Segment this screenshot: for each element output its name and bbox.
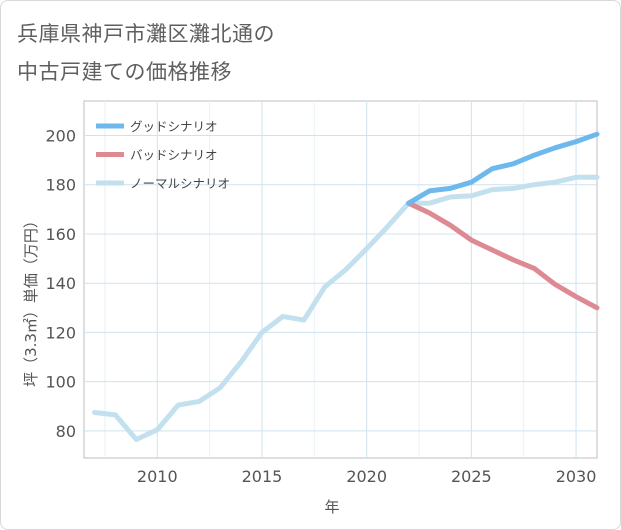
y-axis-label: 坪（3.3㎡）単価（万円） bbox=[22, 213, 40, 387]
x-tick-labels: 2010 2015 2020 2025 2030 bbox=[137, 467, 596, 486]
y-tick-label: 120 bbox=[45, 323, 76, 342]
y-gridlines bbox=[84, 134, 597, 432]
y-tick-labels: 80 100 120 140 160 180 200 bbox=[45, 126, 76, 440]
y-tick-label: 140 bbox=[45, 274, 76, 293]
x-axis-label: 年 bbox=[324, 498, 339, 516]
y-tick-label: 160 bbox=[45, 225, 76, 244]
chart-title: 兵庫県神戸市灘区灘北通の 中古戸建ての価格推移 bbox=[17, 22, 275, 84]
x-tick-label: 2030 bbox=[556, 467, 597, 486]
x-tick-label: 2015 bbox=[242, 467, 283, 486]
plot-area bbox=[83, 100, 598, 459]
y-tick-label: 180 bbox=[45, 176, 76, 195]
x-tick-label: 2020 bbox=[346, 467, 387, 486]
x-tick-label: 2010 bbox=[137, 467, 178, 486]
series-line bbox=[406, 131, 600, 206]
series-layer bbox=[92, 131, 600, 442]
legend-label: グッドシナリオ bbox=[130, 119, 218, 134]
legend-label: バッドシナリオ bbox=[130, 148, 218, 163]
y-tick-label: 80 bbox=[56, 422, 76, 441]
series-line bbox=[406, 200, 600, 311]
legend-label: ノーマルシナリオ bbox=[130, 176, 230, 191]
x-gridlines bbox=[104, 101, 577, 458]
y-tick-label: 200 bbox=[45, 126, 76, 145]
series-line bbox=[92, 174, 600, 442]
y-tick-label: 100 bbox=[45, 373, 76, 392]
x-tick-label: 2025 bbox=[451, 467, 492, 486]
